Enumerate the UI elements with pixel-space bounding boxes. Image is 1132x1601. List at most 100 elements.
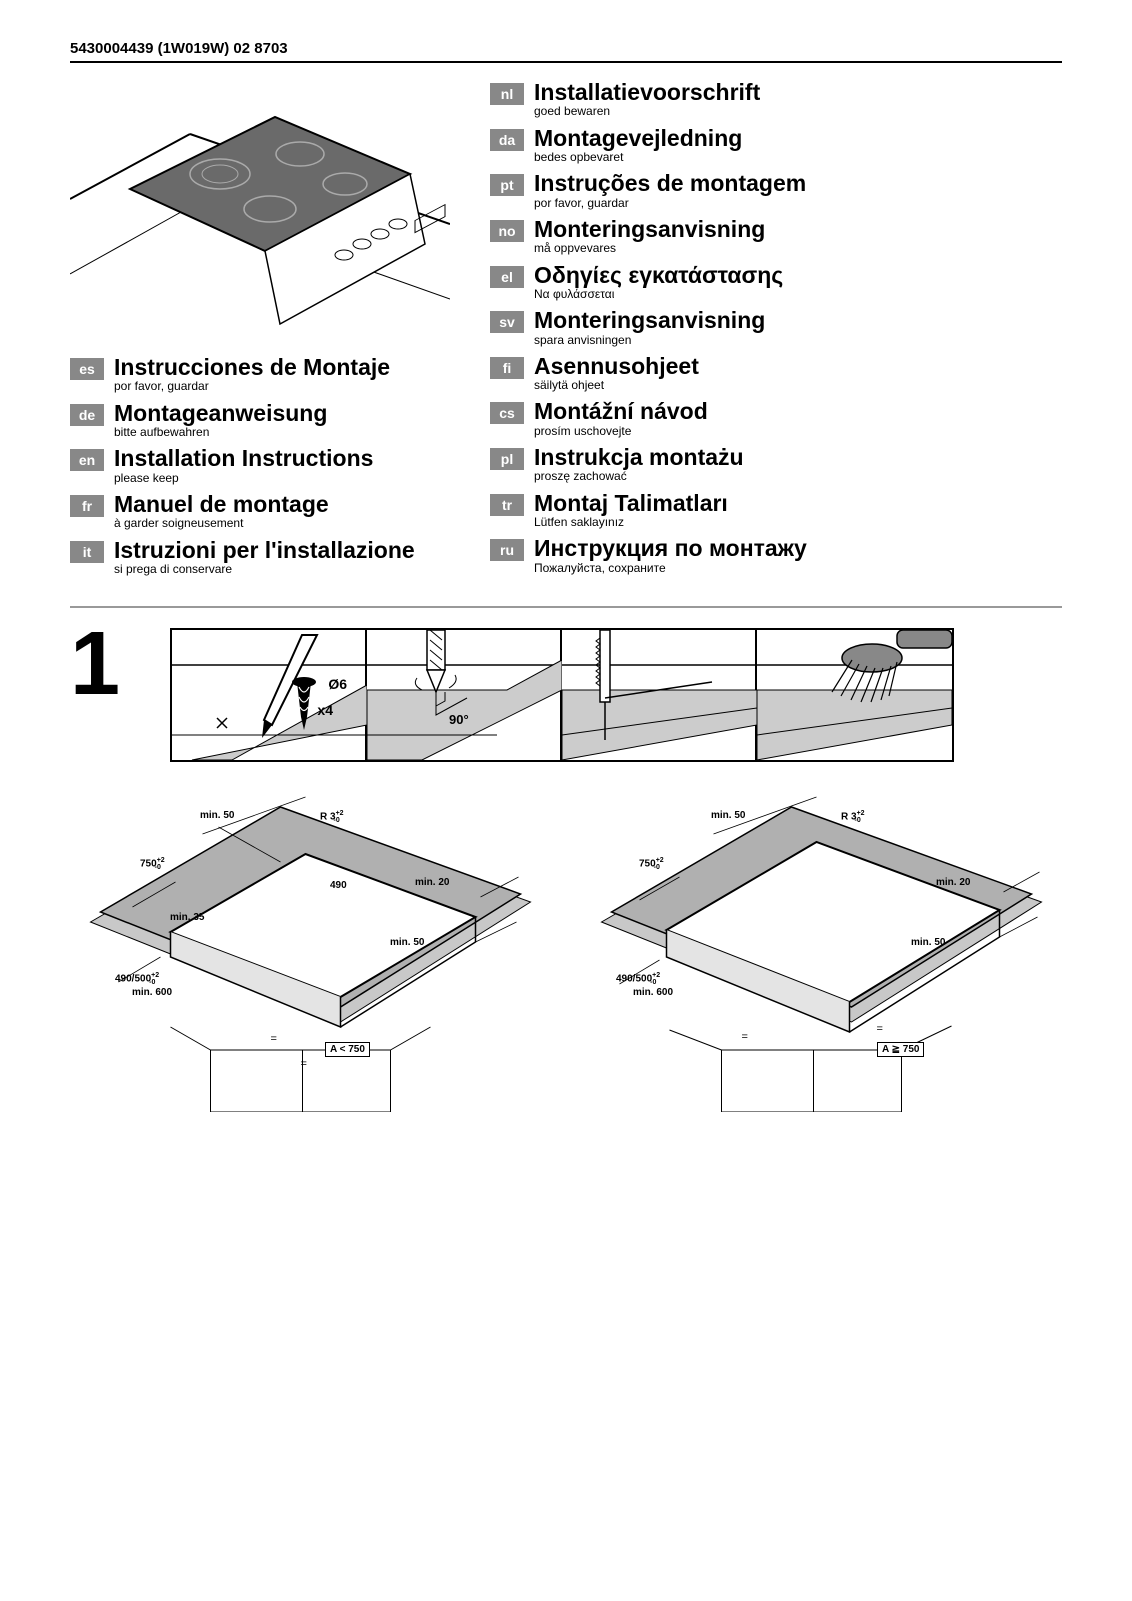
- lang-subtitle: prosím uschovejte: [534, 425, 708, 438]
- brush-icon: [757, 630, 952, 760]
- svg-text:=: =: [877, 1023, 883, 1035]
- right-column: nl Installatievoorschriftgoed bewaren da Mo…: [490, 79, 1062, 582]
- lang-title: Installatievoorschrift: [534, 79, 760, 105]
- mark-holes-icon: Ø6 x4: [172, 630, 367, 760]
- header-row: esInstrucciones de Montajepor favor, gua…: [70, 79, 1062, 582]
- lang-subtitle: spara anvisningen: [534, 334, 765, 347]
- lang-subtitle: Пожалуйста, сохраните: [534, 562, 807, 575]
- language-item-da: da Montagevejledningbedes opbevaret: [490, 125, 1062, 165]
- language-item-ru: ruИнструкция по монтажуПожалуйста, сохра…: [490, 535, 1062, 575]
- lang-subtitle: Lütfen saklayınız: [534, 516, 728, 529]
- lang-badge: pt: [490, 174, 524, 196]
- dim-min50-top: min. 50: [200, 810, 234, 821]
- dim-490: 490: [330, 880, 347, 891]
- dim-min20: min. 20: [415, 877, 449, 888]
- lang-subtitle: goed bewaren: [534, 105, 760, 118]
- lang-subtitle: Να φυλάσσεται: [534, 288, 783, 301]
- language-item-de: de Montageanweisungbitte aufbewahren: [70, 400, 470, 440]
- lang-badge: nl: [490, 83, 524, 105]
- svg-text:=: =: [271, 1033, 277, 1045]
- dim-min50-top: min. 50: [711, 810, 745, 821]
- step-icons-strip: Ø6 x4 90°: [170, 628, 954, 762]
- dim-min50-side: min. 50: [390, 937, 424, 948]
- dim-490-500: 490/500+2-0: [616, 972, 656, 986]
- language-item-pl: pl Instrukcja montażuproszę zachować: [490, 444, 1062, 484]
- language-item-fi: fi Asennusohjeetsäilytä ohjeet: [490, 353, 1062, 393]
- svg-text:=: =: [742, 1031, 748, 1043]
- lang-badge: es: [70, 358, 104, 380]
- lang-badge: da: [490, 129, 524, 151]
- lang-title: Οδηγίες εγκατάστασης: [534, 262, 783, 288]
- lang-badge: sv: [490, 311, 524, 333]
- lang-badge: ru: [490, 539, 524, 561]
- lang-badge: de: [70, 404, 104, 426]
- language-item-it: itIstruzioni per l'installazionesi prega…: [70, 537, 470, 577]
- dim-750: 750+2-0: [639, 857, 660, 871]
- cutout-diagram-left: = = min. 50 R 3+2-0 750+2-0 490 min. 20 …: [70, 782, 551, 1112]
- language-item-el: el Οδηγίες εγκατάστασηςΝα φυλάσσεται: [490, 262, 1062, 302]
- lang-title: Instrukcja montażu: [534, 444, 744, 470]
- section-separator: [70, 606, 1062, 608]
- dim-a-condition: A ≧ 750: [877, 1042, 924, 1057]
- lang-subtitle: si prega di conservare: [114, 563, 415, 576]
- lang-badge: pl: [490, 448, 524, 470]
- lang-badge: it: [70, 541, 104, 563]
- lang-title: Manuel de montage: [114, 491, 329, 517]
- language-item-no: no Monteringsanvisningmå oppvevares: [490, 216, 1062, 256]
- document-id: 5430004439 (1W019W) 02 8703: [70, 40, 1062, 63]
- lang-title: Montageanweisung: [114, 400, 327, 426]
- cutout-diagram-right: = = min. 50 R 3+2-0 750+2-0 min. 20 min.…: [581, 782, 1062, 1112]
- language-item-cs: cs Montážní návodprosím uschovejte: [490, 398, 1062, 438]
- lang-subtitle: bitte aufbewahren: [114, 426, 327, 439]
- dim-min35: min. 35: [170, 912, 204, 923]
- dim-r3: R 3+2-0: [320, 810, 340, 824]
- right-language-list: nl Installatievoorschriftgoed bewaren da Mo…: [490, 79, 1062, 575]
- dim-min600: min. 600: [633, 987, 673, 998]
- lang-badge: el: [490, 266, 524, 288]
- dim-a-condition: A < 750: [325, 1042, 370, 1057]
- lang-subtitle: proszę zachować: [534, 470, 744, 483]
- hob-illustration: [70, 79, 450, 339]
- language-item-es: es Instrucciones de Montajepor favor, gua…: [70, 354, 470, 394]
- lang-badge: tr: [490, 494, 524, 516]
- dimensions-row: = = min. 50 R 3+2-0 750+2-0 490 min. 20 …: [70, 782, 1062, 1112]
- lang-badge: fi: [490, 357, 524, 379]
- dim-r3: R 3+2-0: [841, 810, 861, 824]
- lang-subtitle: säilytä ohjeet: [534, 379, 699, 392]
- drill-qty-label: x4: [317, 702, 333, 718]
- dim-750: 750+2-0: [140, 857, 161, 871]
- lang-title: Monteringsanvisning: [534, 307, 765, 333]
- lang-title: Montážní návod: [534, 398, 708, 424]
- lang-title: Montagevejledning: [534, 125, 742, 151]
- lang-subtitle: por favor, guardar: [114, 380, 390, 393]
- angle-label: 90°: [449, 712, 469, 727]
- lang-badge: en: [70, 449, 104, 471]
- lang-subtitle: bedes opbevaret: [534, 151, 742, 164]
- left-language-list: es Instrucciones de Montajepor favor, gua…: [70, 354, 470, 576]
- drill-diameter-label: Ø6: [328, 676, 347, 692]
- lang-subtitle: må oppvevares: [534, 242, 765, 255]
- lang-badge: cs: [490, 402, 524, 424]
- language-item-fr: frManuel de montageà garder soigneusemen…: [70, 491, 470, 531]
- lang-subtitle: à garder soigneusement: [114, 517, 329, 530]
- language-item-nl: nl Installatievoorschriftgoed bewaren: [490, 79, 1062, 119]
- dim-min50-side: min. 50: [911, 937, 945, 948]
- lang-subtitle: por favor, guardar: [534, 197, 806, 210]
- step-1-row: 1 Ø6 x4: [70, 628, 1062, 762]
- lang-title: Instruções de montagem: [534, 170, 806, 196]
- lang-title: Monteringsanvisning: [534, 216, 765, 242]
- dim-min20: min. 20: [936, 877, 970, 888]
- lang-badge: no: [490, 220, 524, 242]
- dim-490-500: 490/500+2-0: [115, 972, 155, 986]
- language-item-pt: pt Instruções de montagempor favor, guard…: [490, 170, 1062, 210]
- lang-subtitle: please keep: [114, 472, 373, 485]
- lang-title: Installation Instructions: [114, 445, 373, 471]
- language-item-sv: sv Monteringsanvisningspara anvisningen: [490, 307, 1062, 347]
- saw-icon: [562, 630, 757, 760]
- language-item-en: en Installation Instructionsplease keep: [70, 445, 470, 485]
- lang-title: Asennusohjeet: [534, 353, 699, 379]
- language-item-tr: trMontaj TalimatlarıLütfen saklayınız: [490, 490, 1062, 530]
- dim-min600: min. 600: [132, 987, 172, 998]
- left-column: es Instrucciones de Montajepor favor, gua…: [70, 79, 470, 582]
- lang-title: Instrucciones de Montaje: [114, 354, 390, 380]
